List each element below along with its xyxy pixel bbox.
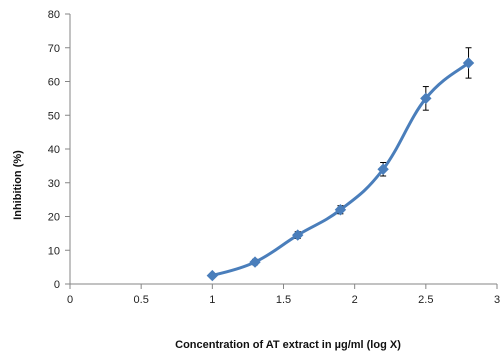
y-axis: 0 10 20 30 40 50 60 70 80 [48,9,71,291]
data-point [334,204,347,216]
x-tick-label: 2.5 [418,294,433,306]
data-point [292,229,304,241]
y-axis-title: Inhibition (%) [12,150,24,220]
y-tick-label: 0 [54,279,60,291]
y-tick-label: 20 [48,212,60,224]
data-point [420,92,432,105]
y-tick-label: 60 [48,77,60,89]
y-tick-label: 10 [48,245,60,257]
plot-area [206,47,475,282]
x-tick-label: 0 [67,294,73,306]
x-axis-title: Concentration of AT extract in µg/ml (lo… [175,339,401,351]
x-ticks: 0 0.5 1 1.5 2 2.5 3 [67,284,500,306]
x-tick-label: 3 [494,294,500,306]
x-tick-label: 2 [352,294,358,306]
data-point [206,269,219,282]
series-line [211,61,470,277]
y-tick-label: 50 [48,110,60,122]
x-axis: 0 0.5 1 1.5 2 2.5 3 [67,283,500,306]
x-tick-label: 0.5 [134,294,149,306]
y-tick-label: 30 [48,178,60,190]
x-tick-label: 1.5 [276,294,291,306]
data-point [377,163,389,175]
y-tick-label: 40 [48,144,60,156]
y-ticks: 0 10 20 30 40 50 60 70 80 [48,9,70,291]
y-tick-label: 80 [48,9,60,21]
x-tick-label: 1 [209,294,215,306]
data-point [249,256,261,268]
y-tick-label: 70 [48,43,60,55]
data-point [462,57,475,69]
